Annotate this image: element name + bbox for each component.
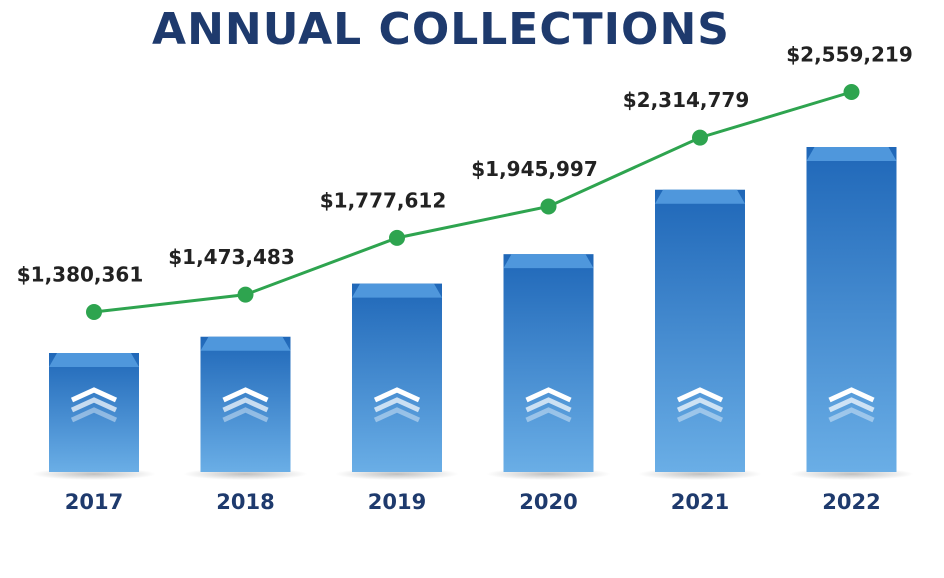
line-point [692,129,708,146]
line-point [237,286,254,303]
value-label: $1,473,483 [168,245,295,269]
x-tick-label: 2018 [216,490,274,514]
chevron [676,387,724,403]
bar [503,254,594,472]
chevron [222,407,269,423]
bar [200,336,291,472]
chevron [70,407,118,423]
chevron [70,387,118,403]
chevron [373,387,421,403]
chevron [525,397,572,413]
x-tick-label: 2017 [65,490,123,514]
bar-cap [655,189,745,204]
line-point [86,304,102,320]
chevron [676,407,724,423]
value-label: $2,559,219 [786,43,913,67]
chevron [676,397,724,413]
chevron [222,397,269,413]
x-tick-label: 2021 [671,490,729,514]
chevron [70,397,118,413]
chart-title: ANNUAL COLLECTIONS [152,4,730,55]
chevron [525,407,572,423]
chevron [828,407,875,423]
value-label: $1,777,612 [320,188,447,212]
chevron [373,397,421,413]
bar-cap [352,283,442,298]
chevron [828,387,875,403]
bar-cap [200,336,291,351]
bar [49,353,139,472]
line [93,90,852,314]
bar [352,283,442,472]
bar-cap [806,147,897,161]
chevron [222,387,269,403]
x-tick-label: 2019 [368,490,426,514]
bar [806,147,897,472]
line-point [389,229,405,246]
line-point [843,84,860,100]
bar-cap [503,254,594,269]
chevron [525,387,572,403]
x-tick-label: 2020 [519,490,577,514]
chevron [373,407,421,423]
line-point [540,198,557,215]
value-label: $1,945,997 [471,157,598,181]
chevron [828,397,875,413]
value-label: $1,380,361 [17,263,144,287]
x-tick-label: 2022 [822,490,880,514]
value-label: $2,314,779 [623,88,750,112]
bar [655,189,745,472]
bar-cap [49,353,139,367]
